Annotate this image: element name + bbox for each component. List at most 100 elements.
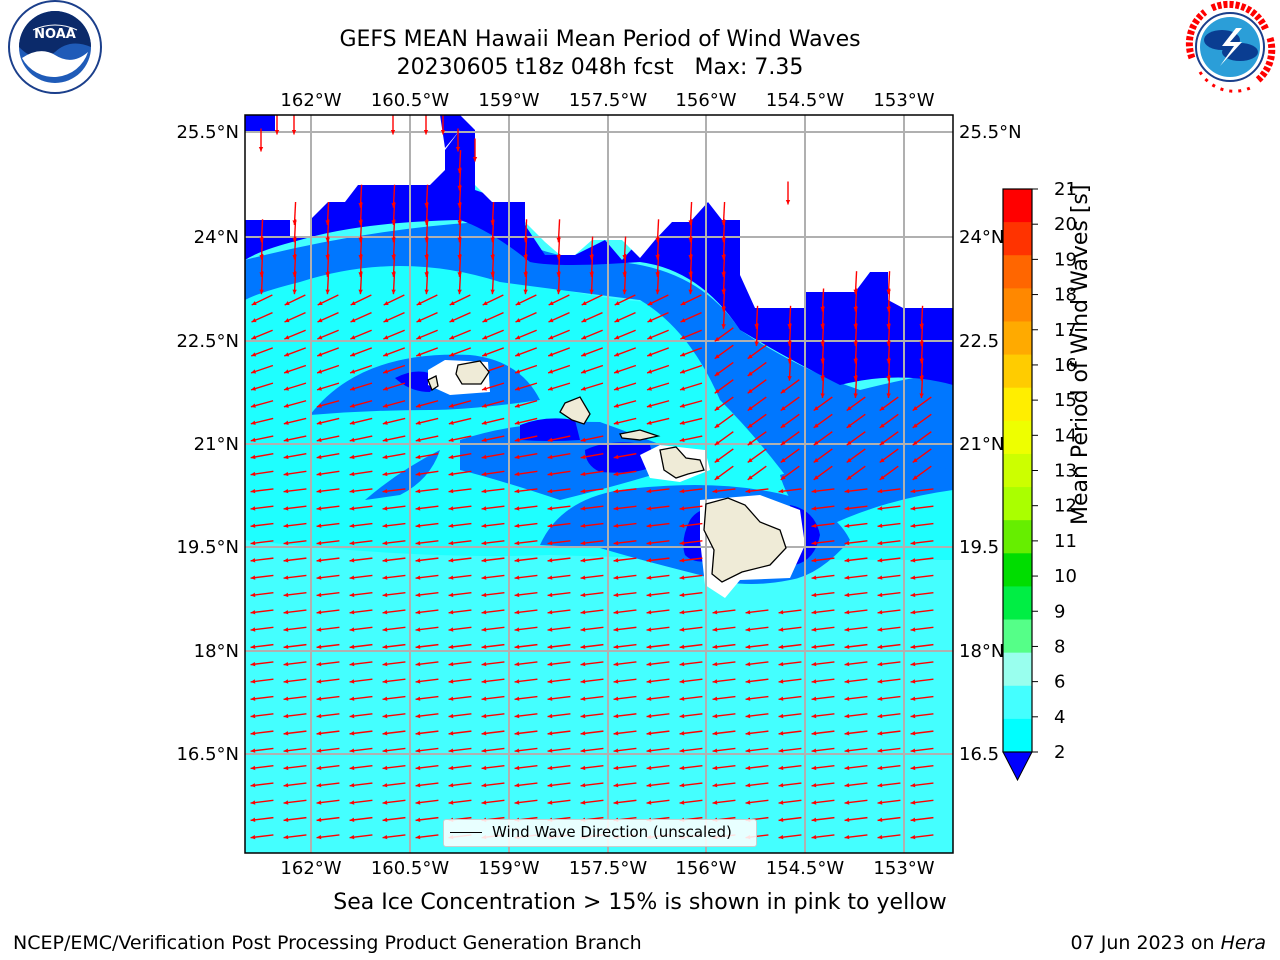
wave-arrow-head [712, 488, 718, 494]
wave-arrow-head [721, 324, 726, 329]
wave-arrow-head [581, 318, 587, 323]
lon-tick-top: 160.5°W [371, 90, 450, 111]
wave-arrow-head [712, 679, 718, 684]
wave-arrow-head [580, 644, 586, 649]
wave-arrow-head [919, 393, 924, 398]
wave-arrow-head [415, 592, 421, 598]
wave-arrow-head [316, 817, 322, 822]
wave-arrow-head [846, 406, 852, 411]
wave-arrow-head [449, 318, 455, 323]
wave-arrow-head [316, 783, 322, 788]
wave-arrow-head [580, 454, 586, 460]
colorbar-segment [1003, 189, 1032, 223]
wave-arrow-head [382, 506, 388, 511]
wave-arrow-head [879, 475, 885, 480]
wave-arrow-head [679, 783, 685, 788]
wave-arrow-head [877, 679, 883, 684]
wave-arrow-head [811, 575, 817, 580]
wave-arrow-head [912, 458, 918, 463]
wave-arrow-head [844, 679, 850, 684]
wave-arrow-head [778, 765, 784, 771]
wave-arrow-head [416, 301, 422, 306]
wave-arrow-head [283, 679, 289, 684]
wave-arrow-head [747, 406, 753, 411]
wave-arrow-head [514, 540, 520, 546]
colorbar-tick-label: 11 [1054, 531, 1077, 552]
wave-arrow-head [614, 369, 620, 374]
wave-arrow-head [514, 523, 520, 528]
wave-arrow-head [679, 661, 685, 667]
wave-arrow-head [910, 800, 916, 805]
wave-arrow-head [547, 661, 553, 667]
wave-arrow-head [547, 471, 553, 477]
wave-arrow-head [714, 371, 720, 376]
wave-arrow-head [647, 301, 653, 306]
wave-arrow-head [448, 592, 454, 598]
wave-arrow-head [844, 592, 850, 598]
wave-arrow-head [349, 713, 355, 719]
wave-arrow-head [349, 592, 355, 598]
wave-arrow-head [448, 558, 454, 563]
wave-arrow-head [251, 335, 257, 340]
wave-arrow-head [811, 713, 817, 719]
wave-arrow-head [250, 713, 256, 719]
wave-arrow-head [877, 696, 883, 701]
island-niihau [427, 375, 439, 391]
wave-arrow-head [811, 592, 817, 598]
wave-arrow-head [844, 488, 850, 494]
wave-arrow-head [481, 800, 487, 805]
wave-arrow-head [547, 731, 553, 736]
wave-arrow-head [283, 403, 289, 408]
wave-arrow-head [514, 506, 520, 511]
wave-arrow-head [712, 783, 718, 788]
wave-arrow-head [482, 318, 488, 323]
wave-arrow-head [423, 129, 429, 135]
field-2-4-west [365, 450, 440, 500]
colorbar-tick-label: 14 [1054, 425, 1077, 446]
wave-arrow-head [316, 454, 322, 460]
wave-arrow-head [283, 488, 289, 494]
wave-arrow-head [745, 713, 751, 719]
colorbar-segment [1003, 288, 1032, 322]
wave-arrow-head [547, 627, 553, 632]
wave-arrow-head [349, 403, 355, 408]
wave-arrow-head [349, 540, 355, 546]
wave-arrow-head [548, 318, 554, 323]
wave-arrow-head [811, 731, 817, 736]
lat-tick-right: 19.5 [959, 537, 999, 558]
wave-arrow-head [912, 440, 918, 446]
wave-arrow-head [714, 336, 720, 342]
wave-arrow-head [283, 731, 289, 736]
wave-arrow-head [613, 471, 619, 477]
wave-arrow-head [250, 592, 256, 598]
wave-arrow-head [745, 661, 751, 667]
wave-arrow-head [514, 679, 520, 684]
wave-arrow-head [547, 454, 553, 460]
wave-arrow-head [316, 488, 322, 494]
colorbar-underflow-triangle [1002, 751, 1033, 782]
footer-host: Hera [1220, 932, 1266, 954]
wave-arrow-head [316, 765, 322, 771]
wave-arrow-head [580, 558, 586, 563]
wave-arrow-head [415, 610, 421, 615]
wave-arrow-head [283, 454, 289, 460]
wave-arrow-head [250, 748, 256, 753]
wave-arrow-head [811, 748, 817, 753]
wave-arrow-head [778, 644, 784, 649]
wave-arrow-head [514, 592, 520, 598]
wave-arrow-head [714, 475, 720, 480]
wave-arrow-head [274, 129, 280, 135]
wave-arrow-head [613, 713, 619, 719]
wave-arrow-head [811, 696, 817, 701]
wave-arrow-head [283, 558, 289, 563]
wave-arrow-head [316, 558, 322, 563]
no-data-region [245, 115, 953, 308]
wave-arrow-head [581, 369, 587, 374]
wave-arrow-head [811, 558, 817, 563]
wave-arrow-head [910, 523, 916, 528]
lon-tick-top: 153°W [873, 90, 934, 111]
wave-arrow-head [547, 679, 553, 684]
wave-arrow-head [416, 335, 422, 340]
wave-arrow-head [316, 471, 322, 477]
wave-arrow-head [250, 454, 256, 460]
